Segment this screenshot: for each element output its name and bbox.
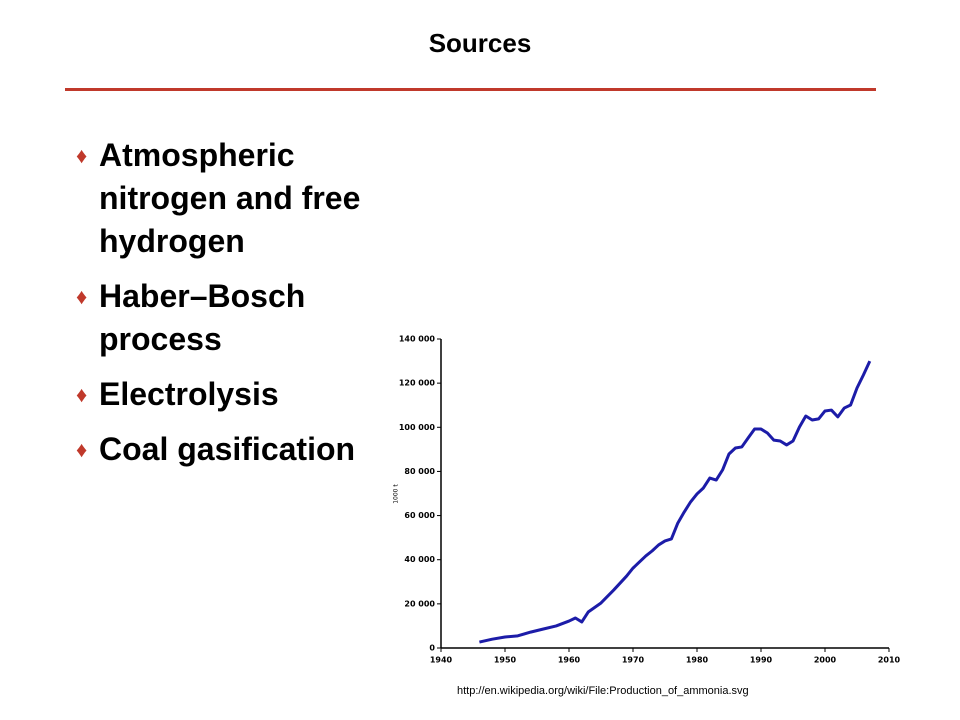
y-tick-label: 100 000 (399, 423, 436, 432)
x-tick-label: 1960 (558, 656, 581, 665)
x-tick-label: 2000 (814, 656, 837, 665)
bullet: Atmospheric nitrogen and free hydrogen (76, 134, 414, 263)
x-tick-label: 2010 (878, 656, 901, 665)
x-tick-label: 1990 (750, 656, 773, 665)
y-tick-label: 20 000 (404, 599, 435, 608)
x-tick-label: 1940 (430, 656, 453, 665)
data-line (479, 360, 872, 644)
x-tick-label: 1980 (686, 656, 709, 665)
y-tick-label: 140 000 (399, 335, 436, 344)
y-tick-label: 60 000 (404, 511, 435, 520)
bullet: Electrolysis (76, 373, 414, 416)
source-link: http://en.wikipedia.org/wiki/File:Produc… (457, 685, 749, 697)
y-axis-label: 1000 t (393, 484, 400, 504)
y-tick-label: 80 000 (404, 467, 435, 476)
x-tick-label: 1950 (494, 656, 517, 665)
title-rule (65, 88, 876, 91)
bullet-list: Atmospheric nitrogen and free hydrogen H… (76, 134, 414, 483)
slide-title: Sources (428, 28, 532, 58)
y-tick-label: 40 000 (404, 555, 435, 564)
bullet: Haber–Bosch process (76, 275, 414, 361)
bullet: Coal gasification (76, 428, 414, 471)
y-tick-label: 120 000 (399, 379, 436, 388)
y-tick-label: 0 (429, 644, 435, 653)
x-tick-label: 1970 (622, 656, 645, 665)
